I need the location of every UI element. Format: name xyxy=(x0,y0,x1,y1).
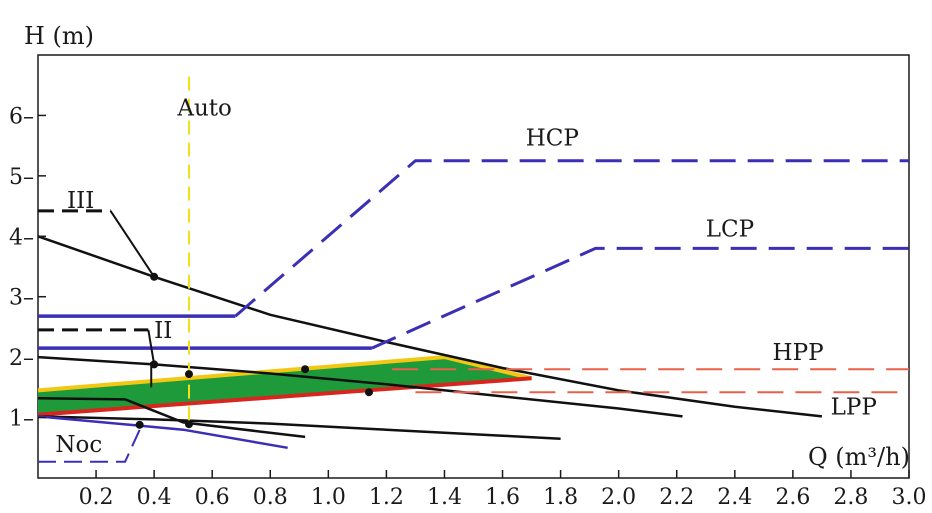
y-tick-label: 3– xyxy=(9,286,34,311)
marker-point-5 xyxy=(135,420,144,429)
series-layer xyxy=(37,76,909,463)
plot-frame xyxy=(37,54,910,479)
annotation-lcp: LCP xyxy=(706,216,754,242)
y-tick-label: 5– xyxy=(9,165,34,190)
x-tick-label: 0.4 xyxy=(137,485,172,510)
x-tick-label: 0.2 xyxy=(79,485,114,510)
x-tick-label: 2.4 xyxy=(717,485,752,510)
series-night-upper xyxy=(37,396,306,439)
series-hcp-line xyxy=(234,159,909,318)
x-tick-label: 2.6 xyxy=(775,485,810,510)
x-tick-label: 2.8 xyxy=(833,485,868,510)
y-axis-label: H (m) xyxy=(24,22,94,50)
tick-layer: 0.2 0.4 0.6 0.8 1.0 1.2 1.4 1.6 1.8 2.0 2.2 2.4 2.6 2… xyxy=(9,104,927,510)
x-tick-label: 0.6 xyxy=(195,485,230,510)
series-curve-III xyxy=(37,235,823,418)
marker-layer xyxy=(135,272,373,429)
series-lcp-line xyxy=(371,246,909,350)
x-tick-label: 2.2 xyxy=(659,485,694,510)
annotation-noc: Noc xyxy=(55,432,102,458)
leader-line-1 xyxy=(147,329,156,365)
annotation-auto: Auto xyxy=(176,95,232,121)
x-tick-label: 1.8 xyxy=(543,485,578,510)
x-axis-label: Q (m³/h) xyxy=(808,443,910,471)
zone-lower-edge xyxy=(37,376,532,417)
annotation-hpp: HPP xyxy=(773,340,824,366)
y-tick-label: 2– xyxy=(9,346,34,371)
annotation-hcp: HCP xyxy=(526,126,579,152)
x-tick-label: 1.2 xyxy=(369,485,404,510)
x-tick-label: 0.8 xyxy=(253,485,288,510)
x-tick-label: 3.0 xyxy=(892,485,927,510)
y-tick-label: 4– xyxy=(9,225,34,250)
leader-line-0 xyxy=(109,210,155,278)
marker-point-0 xyxy=(150,272,159,281)
x-tick-label: 1.0 xyxy=(311,485,346,510)
y-tick-label: 1– xyxy=(9,407,34,432)
marker-point-3 xyxy=(301,365,310,374)
marker-point-4 xyxy=(364,388,373,397)
x-tick-label: 2.0 xyxy=(601,485,636,510)
marker-point-6 xyxy=(184,420,193,429)
marker-point-1 xyxy=(150,360,159,369)
y-tick-label: 6– xyxy=(9,104,34,129)
series-night-lower xyxy=(37,415,288,450)
series-noc-line xyxy=(38,423,144,463)
annotation-lpp: LPP xyxy=(831,395,877,421)
annotation-iii: III xyxy=(67,188,94,214)
annotation-ii: II xyxy=(154,318,172,344)
operating-zone xyxy=(37,355,533,417)
zone-fill xyxy=(38,357,532,415)
x-tick-label: 1.4 xyxy=(427,485,462,510)
series-curve-I xyxy=(37,415,561,440)
zone-upper-edge xyxy=(37,355,533,393)
marker-point-2 xyxy=(184,370,193,379)
x-tick-label: 1.6 xyxy=(485,485,520,510)
